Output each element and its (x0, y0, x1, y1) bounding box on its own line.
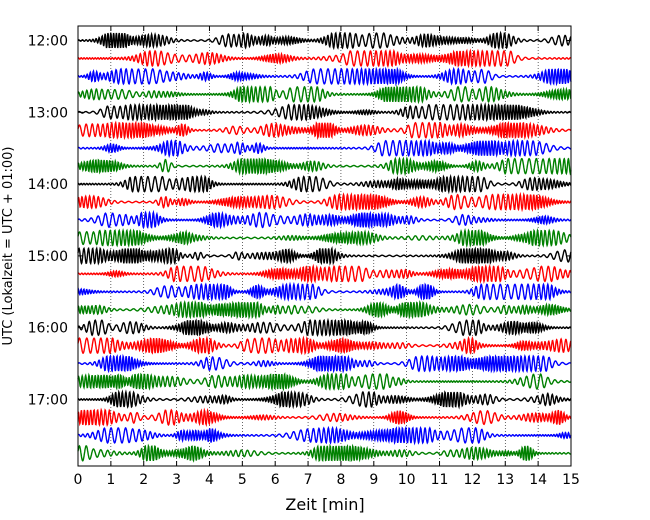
x-tick-label: 6 (271, 472, 280, 488)
x-tick-label: 9 (369, 472, 378, 488)
x-tick-label: 4 (205, 472, 214, 488)
seismogram-trace (77, 66, 572, 87)
plot-frame (77, 25, 572, 467)
y-tick-label: 16:00 (28, 321, 68, 337)
seismogram-trace (77, 120, 572, 141)
seismogram-trace (77, 156, 572, 177)
seismogram-trace (77, 84, 572, 105)
x-tick-label: 13 (496, 472, 514, 488)
y-axis: 12:00 13:00 14:00 15:00 16:00 17:00 (28, 34, 571, 409)
x-tick-label: 1 (106, 472, 115, 488)
seismogram-trace (77, 263, 572, 285)
x-axis: 0 1 2 3 4 5 6 7 8 9 10 11 12 13 14 15 (74, 26, 580, 488)
x-tick-label: 3 (172, 472, 181, 488)
seismogram-trace (77, 425, 572, 446)
seismogram-trace (77, 102, 572, 123)
seismogram-trace (77, 389, 572, 410)
x-tick-label: 10 (398, 472, 416, 488)
seismogram-trace (77, 353, 572, 374)
x-tick-label: 5 (238, 472, 247, 488)
seismogram-trace (77, 48, 572, 69)
grid-lines (110, 26, 539, 466)
seismogram-trace (77, 443, 572, 463)
x-tick-label: 2 (139, 472, 148, 488)
seismogram-trace (77, 138, 572, 159)
seismogram-trace (77, 281, 572, 302)
seismogram-trace (77, 407, 572, 428)
x-tick-label: 8 (336, 472, 345, 488)
y-tick-label: 17:00 (28, 393, 68, 409)
seismogram-trace (77, 209, 572, 230)
y-axis-label: UTC (Lokalzeit = UTC + 01:00) (1, 147, 16, 346)
x-tick-label: 7 (304, 472, 313, 488)
y-tick-label: 13:00 (28, 105, 68, 121)
x-tick-label: 0 (74, 472, 83, 488)
traces (77, 30, 572, 463)
x-tick-label: 15 (562, 472, 580, 488)
seismogram-trace (77, 227, 572, 249)
seismogram-trace (77, 299, 572, 320)
seismogram-trace (77, 245, 572, 266)
seismogram-trace (77, 30, 572, 51)
x-tick-label: 11 (431, 472, 449, 488)
y-tick-label: 14:00 (28, 177, 68, 193)
x-axis-label: Zeit [min] (285, 495, 364, 514)
seismogram-trace (77, 317, 572, 338)
x-tick-label: 14 (529, 472, 547, 488)
seismogram-trace (77, 335, 572, 356)
seismogram-trace (77, 191, 572, 213)
y-tick-label: 15:00 (28, 249, 68, 265)
y-tick-label: 12:00 (28, 34, 68, 50)
x-tick-label: 12 (463, 472, 481, 488)
seismogram-trace (77, 173, 572, 195)
seismogram-trace (77, 371, 572, 392)
